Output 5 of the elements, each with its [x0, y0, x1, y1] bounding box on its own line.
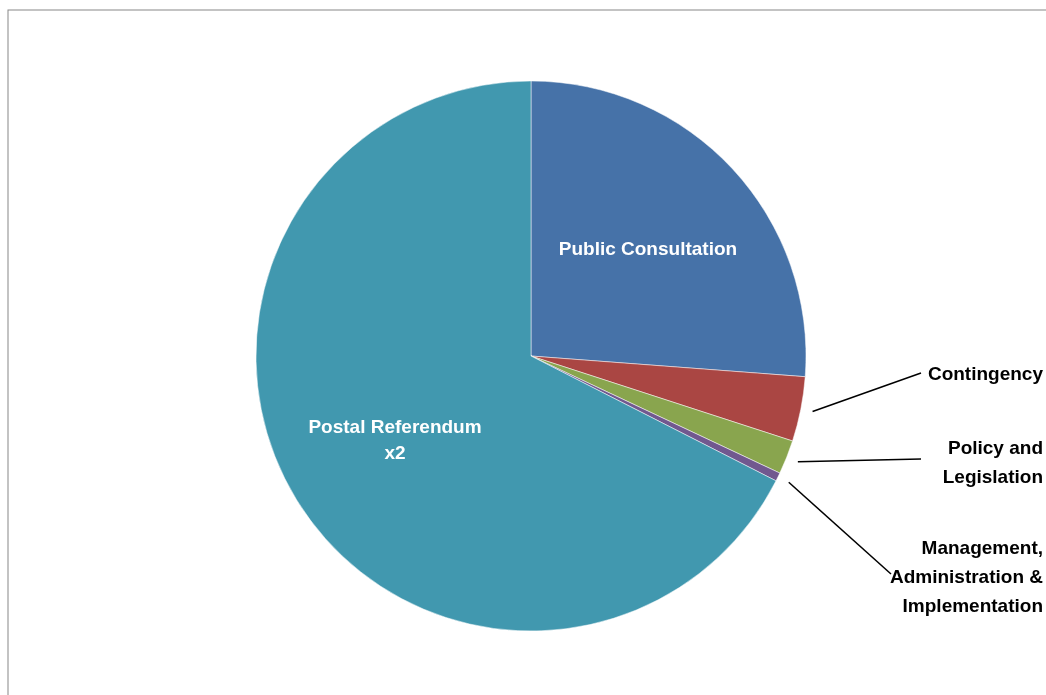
slice-label: Policy and Legislation [942, 436, 1043, 487]
slice-label: Postal Referendum x2 [308, 416, 482, 464]
slice-label: Management, Administration & Implementation [889, 537, 1044, 616]
slice-label: Contingency [927, 363, 1044, 384]
slice-label: Public Consultation [558, 237, 738, 259]
